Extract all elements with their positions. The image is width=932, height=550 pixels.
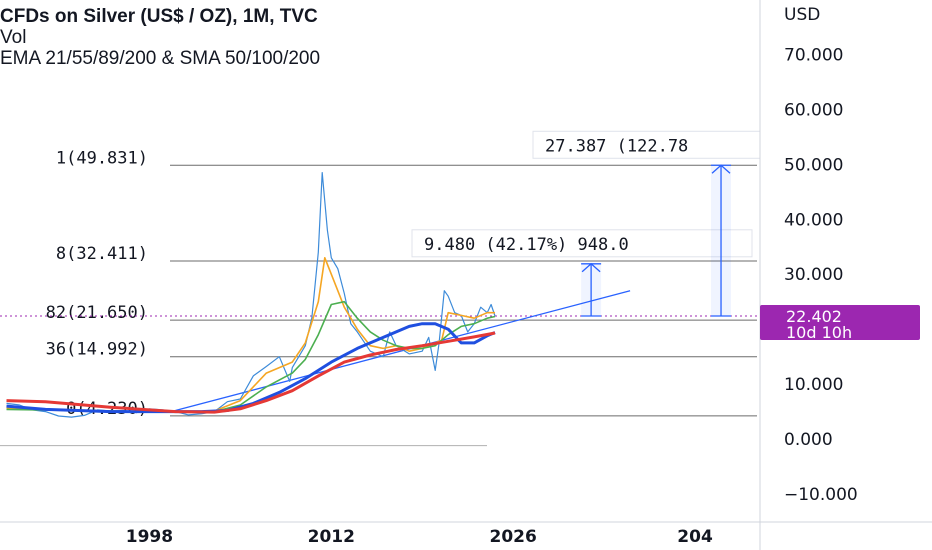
bar-countdown: 10d 10h — [786, 323, 852, 342]
measure-info-box — [411, 229, 753, 258]
measure-info-box — [532, 130, 761, 159]
current-price-value: 22.402 — [786, 307, 842, 326]
fib-level-label: 8(32.411) — [56, 244, 148, 264]
time-axis-tick: 2012 — [308, 527, 355, 547]
chart-legend: CFDs on Silver (US$ / OZ), 1M, TVC Vol E… — [0, 6, 320, 69]
time-axis-tick: 2026 — [489, 527, 536, 547]
series-layer — [6, 172, 496, 418]
volume-indicator-label: Vol — [0, 27, 27, 48]
series-line-ema-21 — [6, 256, 495, 413]
fib-level-label: 1(49.831) — [56, 148, 148, 168]
fib-level-label: 82(21.650) — [46, 303, 148, 323]
measure-info-text: 9.480 (42.17%) 948.0 — [424, 235, 629, 255]
fibonacci-levels: 1(49.831)8(32.411)82(21.650)36(14.992)0(… — [0, 148, 760, 447]
trendline-layer — [175, 290, 631, 412]
support-trendline — [175, 290, 631, 412]
price-axis-tick: −10.000 — [784, 485, 858, 505]
moving-average-indicator-label: EMA 21/55/89/200 & SMA 50/100/200 — [0, 48, 321, 69]
series-line-ema-200 — [6, 331, 496, 414]
price-axis-tick: 30.000 — [784, 265, 843, 285]
time-axis-tick: 204 — [677, 527, 713, 547]
price-axis-currency: USD — [784, 5, 820, 25]
time-axis-tick: 1998 — [126, 527, 173, 547]
series-line-silver — [6, 172, 496, 418]
measure-info-text: 27.387 (122.78 — [545, 136, 688, 156]
price-axis-tick: 0.000 — [784, 430, 833, 450]
price-axis-tick: 60.000 — [784, 100, 843, 120]
measure-tools: 9.480 (42.17%) 948.0 27.387 (122.78 — [411, 130, 761, 317]
price-axis-tick: 40.000 — [784, 210, 843, 230]
price-axis-tick: 70.000 — [784, 45, 843, 65]
price-axis-tick: 50.000 — [784, 155, 843, 175]
current-price-tag-bg — [760, 304, 920, 340]
fib-level-label: 36(14.992) — [46, 340, 148, 360]
price-axis-tick: 10.000 — [784, 375, 843, 395]
chart-title: CFDs on Silver (US$ / OZ), 1M, TVC — [0, 6, 318, 27]
